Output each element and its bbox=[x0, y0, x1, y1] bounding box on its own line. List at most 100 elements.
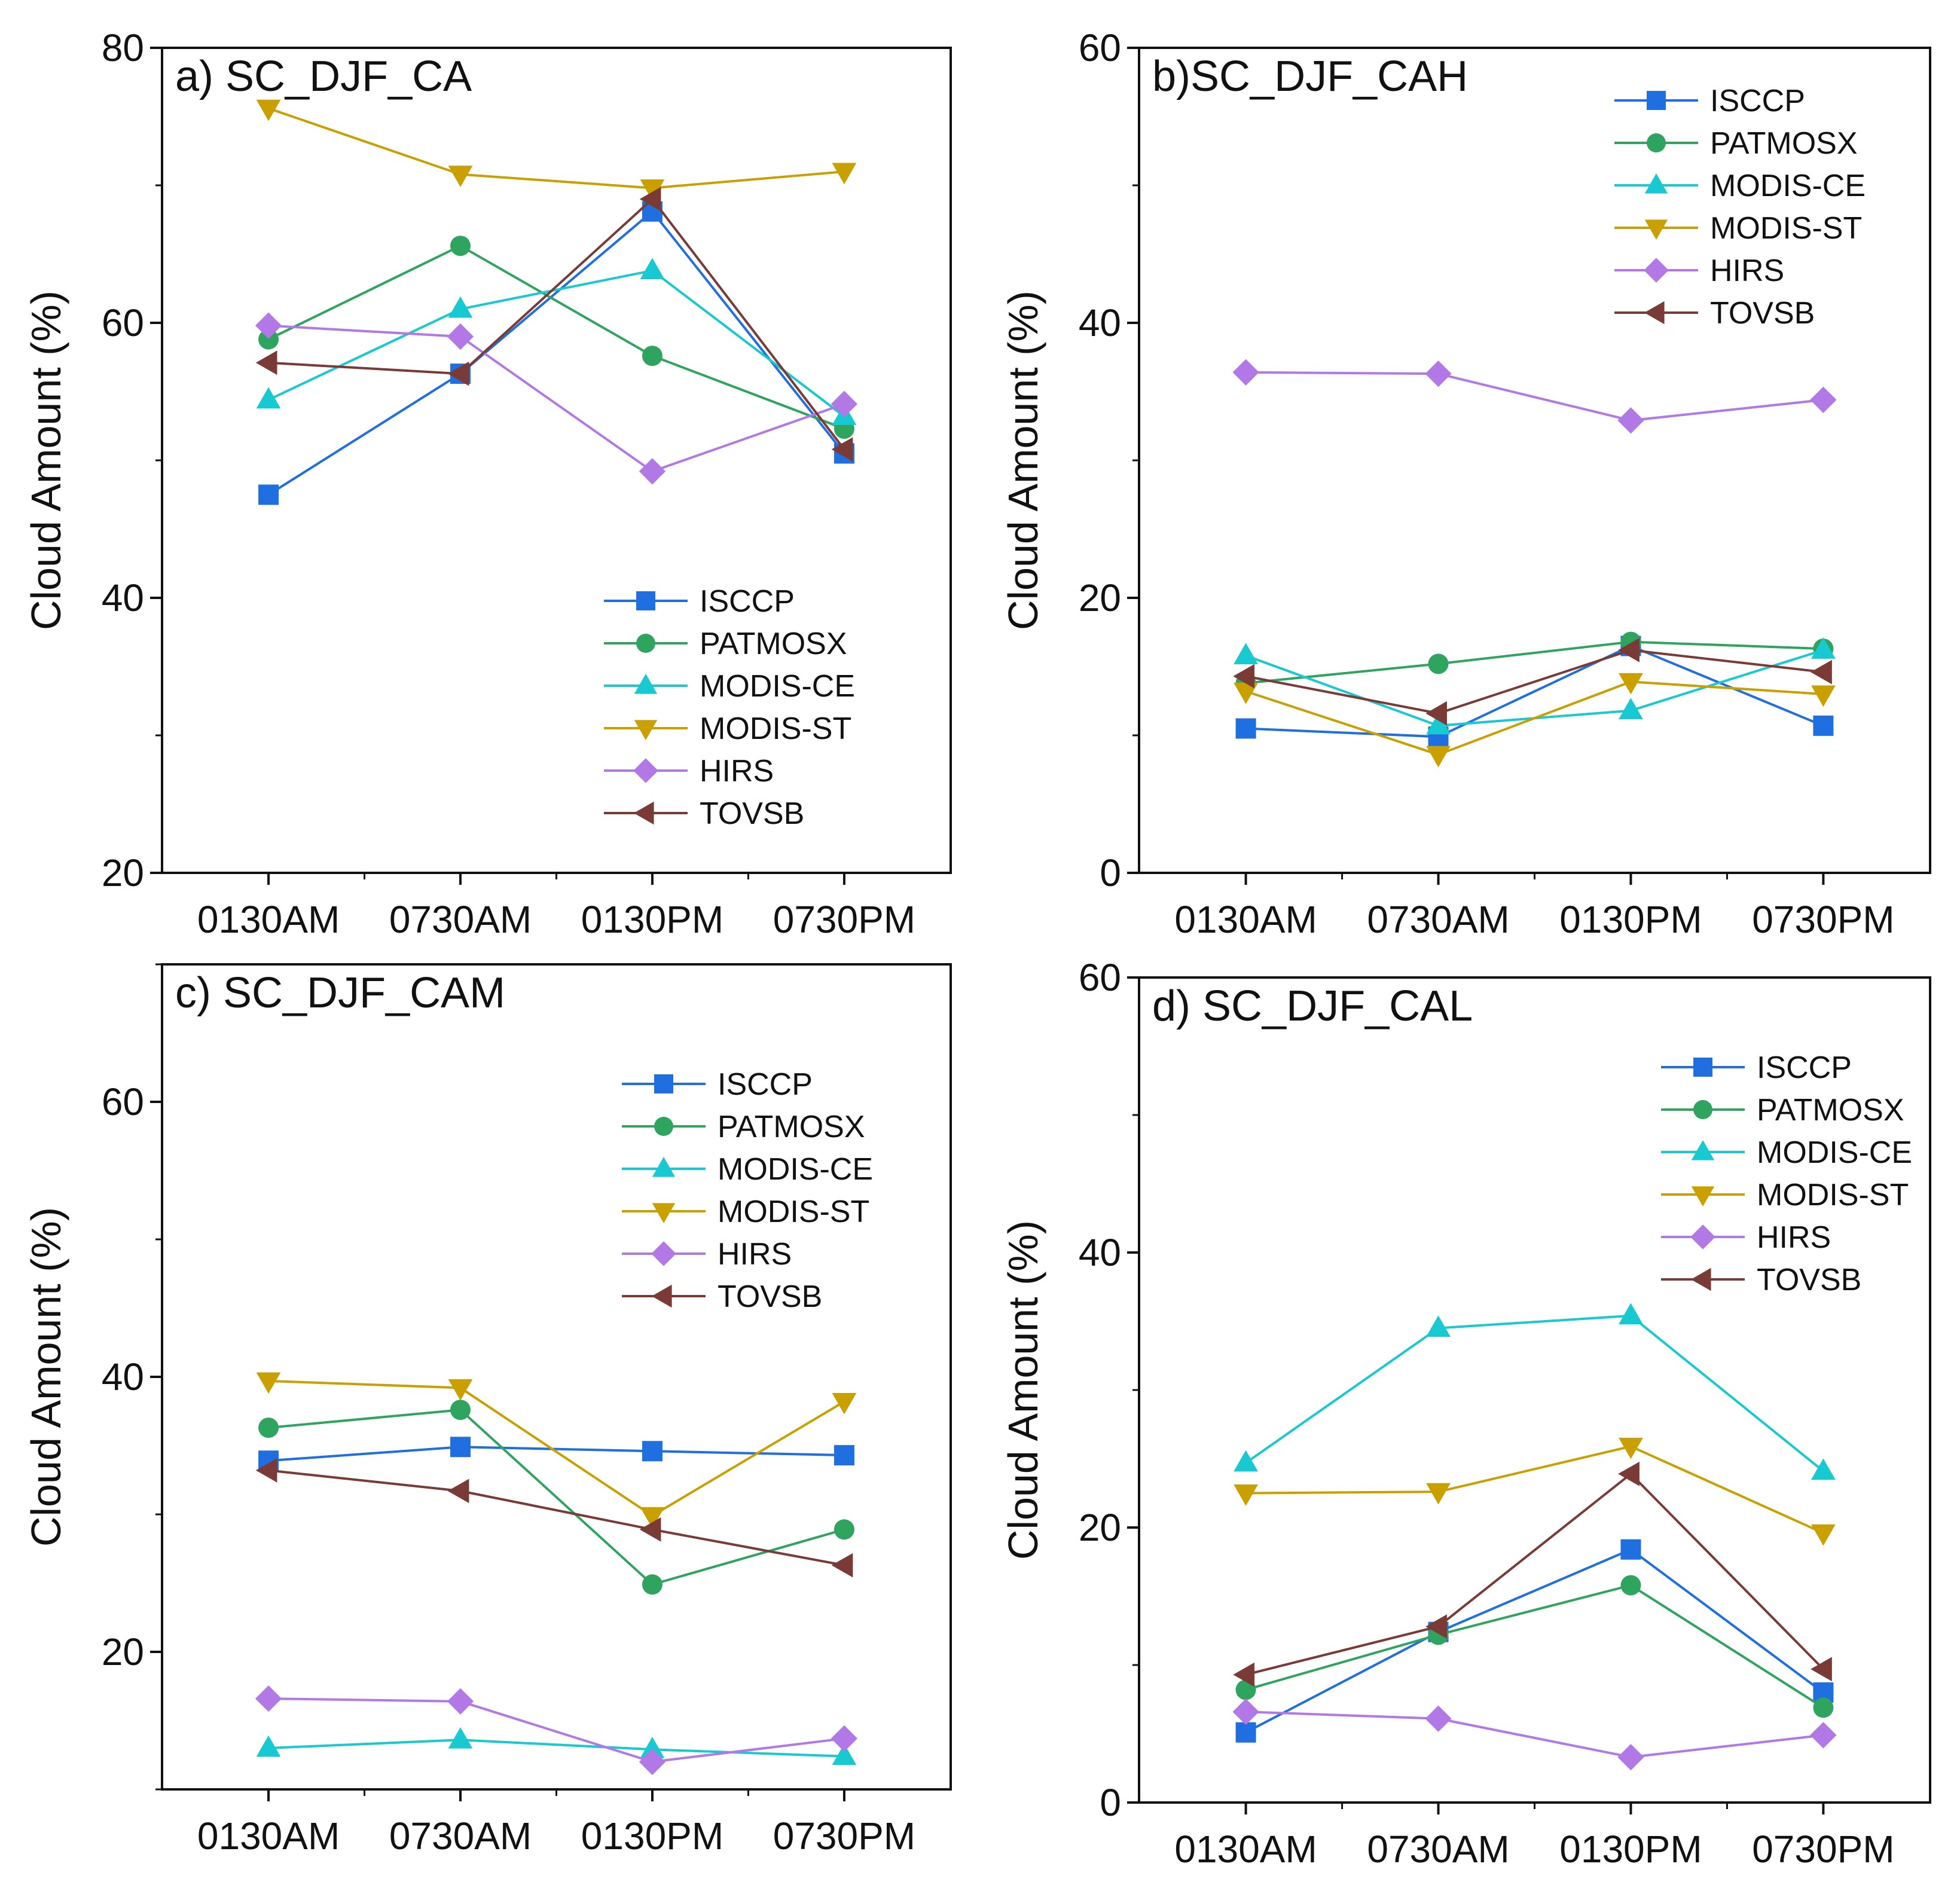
y-tick-label: 60 bbox=[102, 301, 144, 344]
legend-label: MODIS-CE bbox=[1710, 169, 1866, 203]
x-tick-label: 0730PM bbox=[773, 898, 915, 941]
legend-marker bbox=[1644, 219, 1668, 240]
series-modis-ce-line bbox=[268, 1739, 845, 1758]
data-point-hirs bbox=[447, 1688, 474, 1715]
y-tick-label: 80 bbox=[102, 26, 144, 69]
legend-marker bbox=[654, 1074, 673, 1093]
legend-label: PATMOSX bbox=[1757, 1093, 1904, 1128]
data-point-hirs bbox=[1232, 359, 1259, 386]
data-point-modis-st bbox=[640, 179, 665, 201]
data-point-modis-st bbox=[256, 1372, 281, 1394]
legend-marker bbox=[1691, 1186, 1715, 1206]
series-patmosx-line bbox=[268, 244, 845, 430]
x-tick-label: 0130AM bbox=[197, 898, 340, 941]
data-point-modis-ce bbox=[1811, 637, 1836, 659]
series-isccp-line bbox=[1245, 644, 1824, 738]
data-point-patmosx bbox=[1428, 653, 1449, 674]
legend-marker bbox=[634, 720, 658, 740]
legend-label: MODIS-CE bbox=[700, 669, 855, 704]
data-point-tovsb bbox=[1811, 1657, 1832, 1682]
data-point-tovsb bbox=[1425, 701, 1447, 726]
legend-marker bbox=[633, 758, 658, 783]
data-point-tovsb bbox=[447, 361, 469, 386]
legend-label: ISCCP bbox=[1757, 1050, 1852, 1085]
legend-item: HIRS bbox=[622, 1237, 792, 1272]
legend-item: MODIS-ST bbox=[1661, 1178, 1909, 1212]
data-point-isccp bbox=[1620, 1539, 1641, 1560]
data-point-tovsb bbox=[1811, 659, 1832, 685]
legend-marker bbox=[652, 1284, 672, 1308]
y-tick-label: 0 bbox=[1100, 1781, 1121, 1824]
legend-label: HIRS bbox=[718, 1237, 792, 1272]
data-point-isccp bbox=[1813, 1682, 1834, 1703]
data-point-modis-st bbox=[640, 1507, 665, 1529]
data-point-hirs bbox=[831, 1725, 858, 1752]
legend-marker bbox=[634, 674, 658, 694]
data-point-modis-st bbox=[1426, 1483, 1451, 1505]
legend-label: TOVSB bbox=[718, 1279, 822, 1314]
legend-item: MODIS-ST bbox=[604, 711, 851, 746]
data-point-modis-ce bbox=[1811, 1458, 1836, 1480]
data-point-patmosx bbox=[1620, 1575, 1641, 1596]
y-tick-label: 60 bbox=[1079, 26, 1121, 69]
legend-item: MODIS-CE bbox=[604, 669, 855, 704]
series-hirs-line bbox=[1245, 371, 1824, 422]
series-modis-ce-line bbox=[1245, 1314, 1824, 1473]
data-point-hirs bbox=[255, 1685, 282, 1712]
data-point-hirs bbox=[1617, 407, 1644, 434]
y-tick-label: 20 bbox=[102, 851, 144, 894]
data-point-patmosx bbox=[642, 1574, 663, 1595]
y-tick-label: 40 bbox=[1079, 301, 1121, 344]
series-tovsb bbox=[255, 1458, 853, 1578]
panel-b: b)SC_DJF_CAH 0 20 40 60 Cloud Amount (%) 0130A… bbox=[1000, 26, 1931, 941]
panel-a-title: a) SC_DJF_CA bbox=[175, 53, 472, 100]
y-tick-label: 40 bbox=[102, 576, 144, 619]
legend-item: PATMOSX bbox=[622, 1110, 865, 1144]
series-patmosx-line bbox=[1245, 640, 1824, 685]
data-point-modis-ce bbox=[640, 1737, 665, 1758]
data-point-patmosx bbox=[258, 1418, 279, 1438]
legend-label: PATMOSX bbox=[718, 1110, 865, 1144]
legend-label: PATMOSX bbox=[1710, 126, 1858, 161]
x-tick-label: 0730AM bbox=[389, 1814, 532, 1858]
data-point-hirs bbox=[1425, 361, 1452, 387]
legend-marker bbox=[1690, 1224, 1715, 1250]
legend-item: ISCCP bbox=[622, 1067, 813, 1102]
series-isccp-line bbox=[268, 1446, 844, 1462]
panel-d: d) SC_DJF_CAL 0 20 40 60 Cloud Amount (%) 0130… bbox=[1000, 956, 1931, 1871]
legend-item: MODIS-ST bbox=[1614, 211, 1862, 246]
series-modis-st-line bbox=[268, 1379, 845, 1517]
data-point-tovsb bbox=[1233, 1662, 1255, 1687]
data-point-hirs bbox=[639, 458, 666, 485]
series-hirs-line bbox=[268, 324, 845, 473]
legend-marker bbox=[1691, 1140, 1715, 1160]
data-point-modis-ce bbox=[256, 387, 281, 409]
x-tick-label: 0730PM bbox=[1752, 1828, 1894, 1871]
series-tovsb-line bbox=[268, 197, 845, 450]
data-point-modis-st bbox=[448, 1379, 473, 1401]
legend-marker bbox=[1691, 1267, 1711, 1291]
data-point-modis-st bbox=[1234, 682, 1259, 704]
x-tick-label: 0730AM bbox=[1367, 1828, 1509, 1871]
legend-label: TOVSB bbox=[1710, 296, 1815, 331]
data-point-tovsb bbox=[831, 437, 853, 462]
data-point-isccp bbox=[450, 1437, 471, 1458]
panel-c: c) SC_DJF_CAM 20 40 60 Cloud Amount (%) 0130A… bbox=[23, 963, 952, 1858]
legend-label: MODIS-ST bbox=[1757, 1178, 1909, 1212]
y-tick-label: 20 bbox=[1079, 576, 1121, 619]
x-tick-label: 0130PM bbox=[1559, 898, 1702, 941]
panel-b-legend: ISCCP PATMOSX MODIS-CE MODIS-ST HIRS TOVSB bbox=[1614, 84, 1866, 331]
legend-item: PATMOSX bbox=[604, 627, 847, 661]
x-tick-label: 0130PM bbox=[1559, 1828, 1702, 1871]
legend-marker bbox=[1693, 1058, 1712, 1077]
data-point-patmosx bbox=[834, 1519, 854, 1540]
data-point-hirs bbox=[1810, 386, 1837, 413]
data-point-hirs bbox=[1425, 1705, 1452, 1732]
series-modis-st bbox=[256, 99, 857, 201]
data-point-modis-ce bbox=[1619, 698, 1643, 720]
data-point-isccp bbox=[258, 484, 279, 505]
series-isccp-line bbox=[267, 209, 845, 496]
data-point-modis-ce bbox=[448, 296, 473, 318]
series-isccp-line bbox=[1245, 1548, 1824, 1734]
